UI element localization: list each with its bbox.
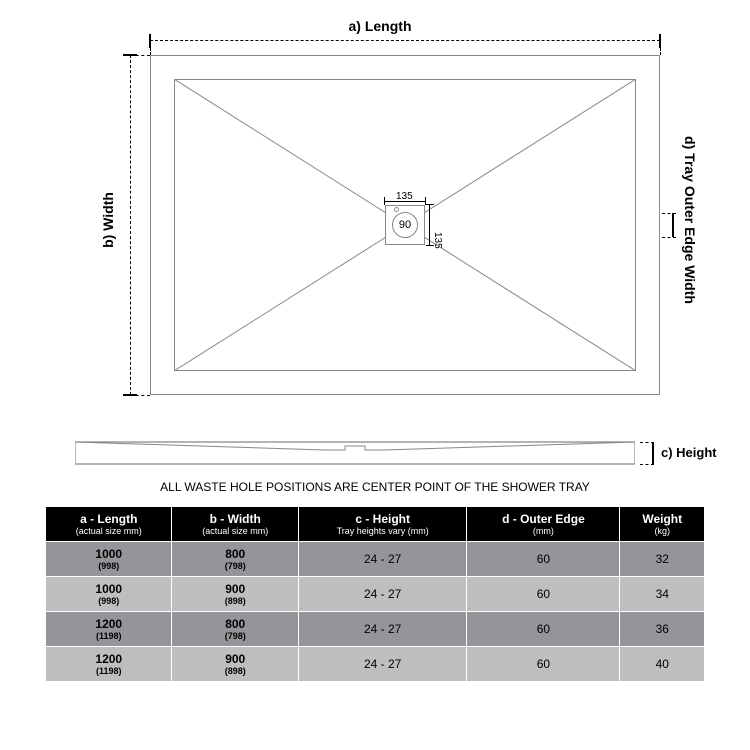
- table-cell: 24 - 27: [298, 612, 466, 647]
- table-row: 1200(1198)800(798)24 - 276036: [46, 612, 705, 647]
- dim-width-line: [130, 55, 131, 395]
- table-cell: 900(898): [172, 647, 298, 682]
- table-row: 1000(998)900(898)24 - 276034: [46, 577, 705, 612]
- section-diagram: c) Height: [55, 440, 695, 470]
- drain-height-label: 135: [432, 232, 443, 249]
- table-cell: 60: [467, 612, 620, 647]
- table-cell: 40: [620, 647, 705, 682]
- table-cell: 24 - 27: [298, 647, 466, 682]
- label-outer-edge: d) Tray Outer Edge Width: [682, 136, 698, 304]
- label-width: b) Width: [100, 192, 116, 248]
- plan-diagram: a) Length b) Width d) Tray Outer Edge Wi…: [50, 10, 700, 430]
- drain-value: 90: [399, 219, 411, 231]
- drain-circle: 90: [392, 212, 418, 238]
- table-cell: 60: [467, 577, 620, 612]
- note-text: ALL WASTE HOLE POSITIONS ARE CENTER POIN…: [20, 480, 730, 494]
- table-cell: 900(898): [172, 577, 298, 612]
- table-cell: 1200(1198): [46, 612, 172, 647]
- table-header: d - Outer Edge(mm): [467, 507, 620, 542]
- spec-table: a - Length(actual size mm)b - Width(actu…: [45, 506, 705, 682]
- table-cell: 1000(998): [46, 577, 172, 612]
- table-header: c - HeightTray heights vary (mm): [298, 507, 466, 542]
- table-header: a - Length(actual size mm): [46, 507, 172, 542]
- dim-length-line: [150, 40, 660, 41]
- table-cell: 1200(1198): [46, 647, 172, 682]
- table-cell: 800(798): [172, 542, 298, 577]
- label-length: a) Length: [349, 18, 412, 34]
- table-cell: 32: [620, 542, 705, 577]
- table-row: 1200(1198)900(898)24 - 276040: [46, 647, 705, 682]
- table-cell: 60: [467, 647, 620, 682]
- table-header: Weight(kg): [620, 507, 705, 542]
- table-cell: 800(798): [172, 612, 298, 647]
- label-height: c) Height: [661, 445, 717, 460]
- table-cell: 1000(998): [46, 542, 172, 577]
- table-cell: 24 - 27: [298, 542, 466, 577]
- table-cell: 36: [620, 612, 705, 647]
- table-cell: 34: [620, 577, 705, 612]
- table-cell: 60: [467, 542, 620, 577]
- drain-mini-circle: [394, 207, 399, 212]
- table-header: b - Width(actual size mm): [172, 507, 298, 542]
- table-row: 1000(998)800(798)24 - 276032: [46, 542, 705, 577]
- table-cell: 24 - 27: [298, 577, 466, 612]
